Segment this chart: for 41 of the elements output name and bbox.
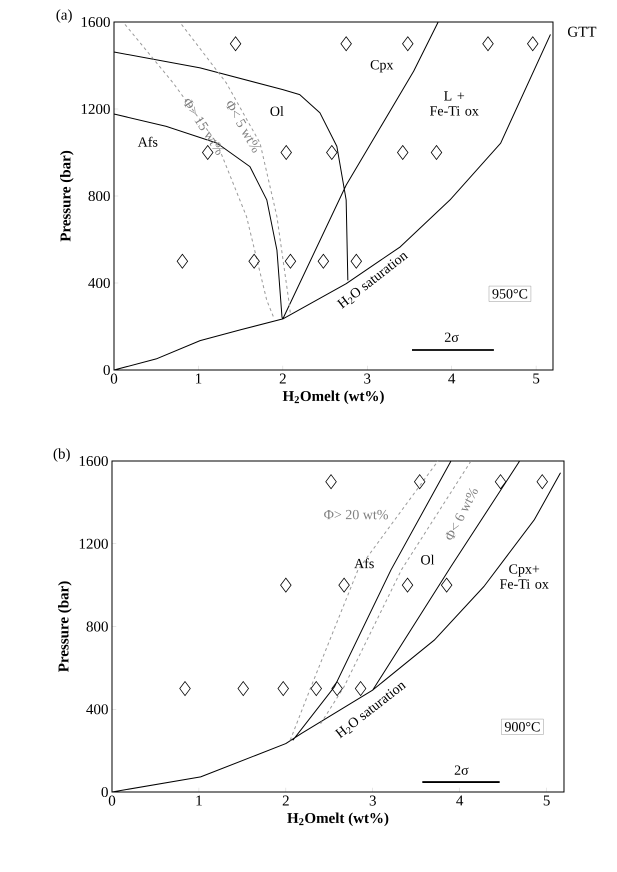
annotation: 950°C xyxy=(492,289,528,299)
y-tick-label: 0 xyxy=(102,786,108,798)
x-tick-label: 3 xyxy=(370,796,376,806)
annotation: Afs xyxy=(354,558,374,568)
y-axis-title: Pressure (bar) xyxy=(58,581,72,672)
y-tick-label: 400 xyxy=(86,704,108,714)
chart-title: (b) xyxy=(54,448,70,462)
annotation: L + Fe-Ti ox xyxy=(430,91,479,116)
y-tick-label: 1600 xyxy=(82,16,110,28)
x-tick-label: 2 xyxy=(282,796,289,806)
x-tick-label: 1 xyxy=(196,796,202,806)
annotation: Afs xyxy=(138,136,158,147)
annotation: 2σ xyxy=(444,332,459,342)
text: GTT xyxy=(568,26,596,37)
x-tick-label: 4 xyxy=(448,374,456,384)
x-tick-label: 4 xyxy=(456,796,464,806)
x-axis-title: H$_{2}$Omelt (wt%) xyxy=(282,390,384,404)
y-tick-label: 1600 xyxy=(80,456,108,466)
annotation: 900°C xyxy=(504,722,540,732)
x-axis-title: H$_{2}$Omelt (wt%) xyxy=(287,812,388,826)
x-tick-label: 5 xyxy=(544,796,550,806)
x-tick-label: 0 xyxy=(110,374,118,384)
y-tick-label: 1200 xyxy=(82,104,110,114)
annotation: Cpx+ Fe-Ti ox xyxy=(500,564,549,589)
x-tick-label: 1 xyxy=(196,374,202,384)
annotation: Ol xyxy=(421,554,434,565)
x-tick-label: 2 xyxy=(280,374,286,384)
y-tick-label: 800 xyxy=(86,621,108,632)
annotation: Φ< 6 wt% xyxy=(446,488,478,540)
chart-title: (a) xyxy=(56,9,72,23)
x-tick-label: 5 xyxy=(533,374,540,384)
y-tick-label: 400 xyxy=(88,278,110,288)
annotation: Φ> 20 wt% xyxy=(324,510,388,520)
annotation: 2σ xyxy=(454,765,468,775)
x-tick-label: 3 xyxy=(364,374,370,384)
annotation: Cpx xyxy=(370,60,394,72)
y-tick-label: 1200 xyxy=(80,538,108,549)
y-tick-label: 0 xyxy=(104,364,110,376)
annotation: Ol xyxy=(270,106,284,116)
y-axis-title: Pressure (bar) xyxy=(60,150,74,242)
y-tick-label: 800 xyxy=(88,190,110,202)
